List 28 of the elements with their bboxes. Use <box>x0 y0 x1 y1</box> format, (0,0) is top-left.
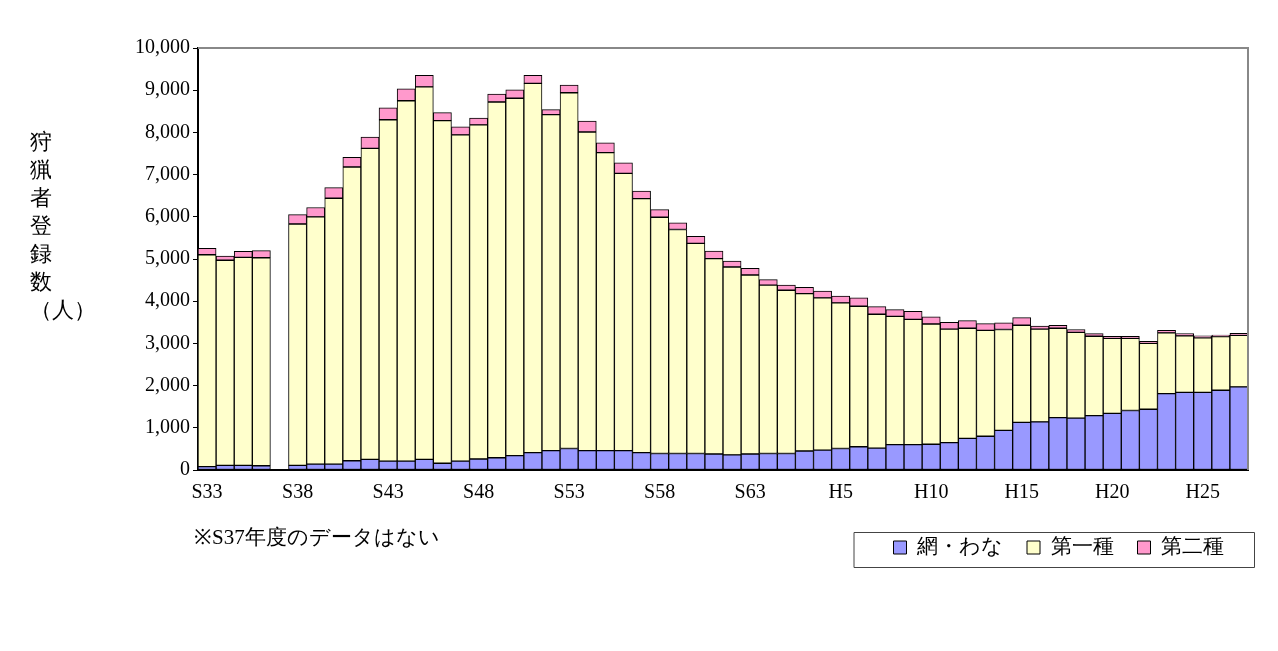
y-axis-title: 狩猟者登録数（人） <box>30 128 96 324</box>
legend-label: 第一種 <box>1050 533 1114 558</box>
x-tick-label: S63 <box>734 480 766 503</box>
x-tick-label: H15 <box>1004 480 1039 503</box>
x-tick-label: S58 <box>644 480 676 503</box>
x-tick-label: S33 <box>191 480 223 503</box>
x-tick-label: S48 <box>463 480 495 503</box>
y-tick-label: 6,000 <box>145 204 190 227</box>
y-tick-label: 1,000 <box>145 415 190 438</box>
x-tick-label: S53 <box>553 480 585 503</box>
x-tick-label: H10 <box>913 480 949 503</box>
x-tick-label: H20 <box>1095 480 1130 503</box>
legend-label: 網・わな <box>916 533 1003 558</box>
y-tick-label: 3,000 <box>145 330 190 353</box>
x-tick-label: S43 <box>372 480 404 503</box>
legend-label: 第二種 <box>1161 533 1224 558</box>
y-tick-label: 5,000 <box>145 246 190 269</box>
text: ※S37年度のデータはない <box>194 524 440 551</box>
y-tick-label: 2,000 <box>145 372 190 395</box>
y-tick-label: 4,000 <box>145 288 190 311</box>
y-tick-label: 8,000 <box>145 119 190 142</box>
x-tick-label: H25 <box>1185 480 1220 503</box>
y-tick-label: 7,000 <box>145 161 190 184</box>
y-tick-label: 0 <box>180 457 190 480</box>
y-tick-label: 9,000 <box>145 77 190 100</box>
x-tick-label: S38 <box>282 480 314 503</box>
x-tick-label: H5 <box>828 480 853 503</box>
y-tick-label: 10,000 <box>135 35 190 58</box>
